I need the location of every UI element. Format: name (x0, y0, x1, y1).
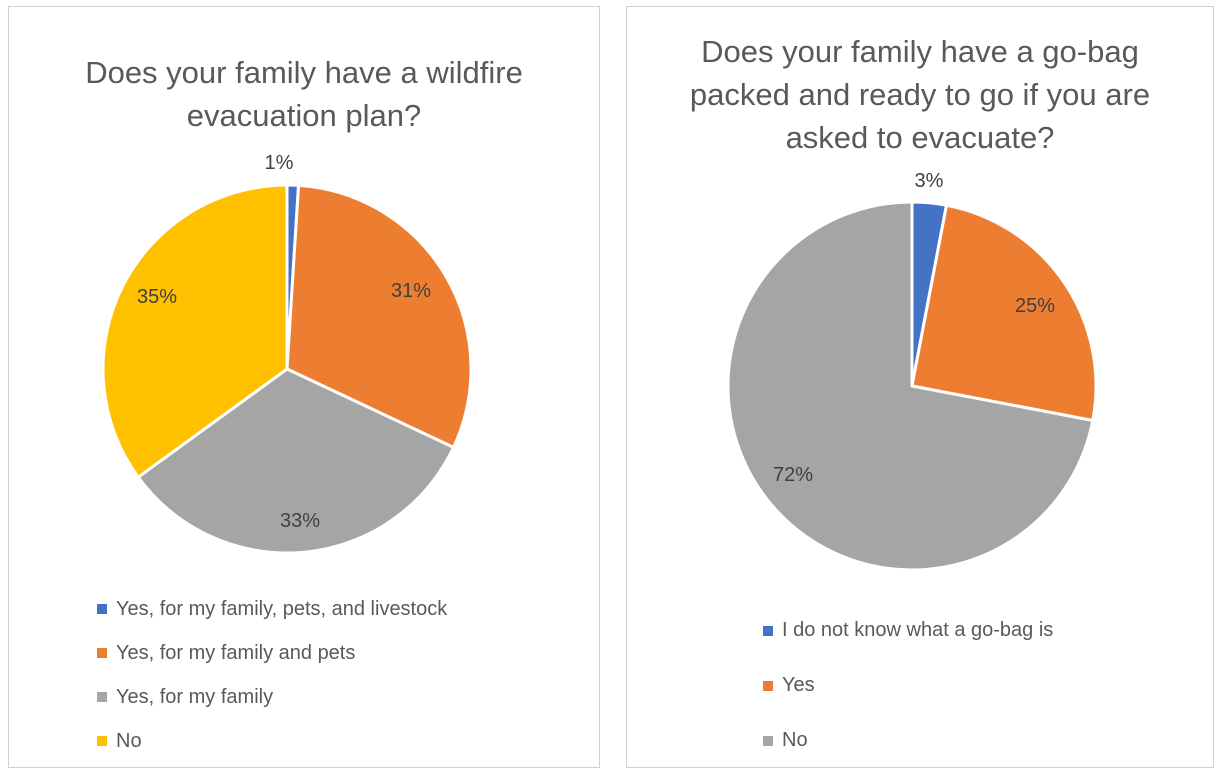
legend-swatch (763, 735, 773, 746)
legend-item-i-do-not-know-what-a-go-bag-is: I do not know what a go-bag is (763, 603, 1053, 658)
legend-label: No (782, 729, 808, 751)
pie-slice-yes-for-my-family (136, 367, 455, 555)
data-label: 72% (773, 464, 813, 486)
data-label: 25% (1015, 295, 1055, 317)
legend-label: No (116, 729, 142, 752)
pie-chart: 1% 31% 33% 35% (101, 152, 473, 555)
data-label: 1% (265, 152, 294, 174)
legend-item-yes: Yes (763, 658, 1053, 713)
legend-label: Yes, for my family (116, 685, 274, 708)
pie-slice-yes-for-my-family-and-pets (285, 183, 473, 449)
chart-legend: Yes, for my family, pets, and livestock Y… (97, 587, 447, 763)
data-label: 33% (280, 510, 320, 532)
legend-label: Yes, for my family and pets (116, 641, 356, 664)
legend-item-yes-for-my-family-and-pets: Yes, for my family and pets (97, 631, 447, 675)
legend-swatch (97, 736, 107, 746)
legend-item-no: No (763, 713, 1053, 768)
pie-slice-no (101, 183, 289, 479)
legend-item-no: No (97, 719, 447, 763)
legend-label: I do not know what a go-bag is (782, 619, 1054, 641)
chart-title: Does your family have a go-bag packed an… (689, 34, 1151, 155)
legend-swatch (97, 648, 107, 658)
legend-item-yes-for-my-family: Yes, for my family (97, 675, 447, 719)
pie-slice-yes (910, 203, 1098, 422)
legend-swatch (763, 625, 773, 636)
data-label: 35% (137, 286, 177, 308)
legend-swatch (97, 692, 107, 702)
chart-legend: I do not know what a go-bag is Yes No (763, 603, 1053, 768)
data-label: 31% (391, 280, 431, 302)
legend-item-yes-for-my-family-pets-and-livestock: Yes, for my family, pets, and livestock (97, 587, 447, 631)
legend-swatch (763, 680, 773, 691)
legend-label: Yes (782, 674, 815, 696)
pie-slice-no (726, 200, 1095, 572)
legend-swatch (97, 604, 107, 614)
chart-panel-wildfire-plan: Does your family have a wildfire evacuat… (8, 6, 600, 768)
pie-chart: 3% 25% 72% (726, 170, 1098, 572)
chart-title: Does your family have a wildfire evacuat… (85, 55, 523, 133)
chart-panel-go-bag: Does your family have a go-bag packed an… (626, 6, 1214, 768)
legend-label: Yes, for my family, pets, and livestock (116, 597, 448, 620)
data-label: 3% (915, 170, 944, 192)
